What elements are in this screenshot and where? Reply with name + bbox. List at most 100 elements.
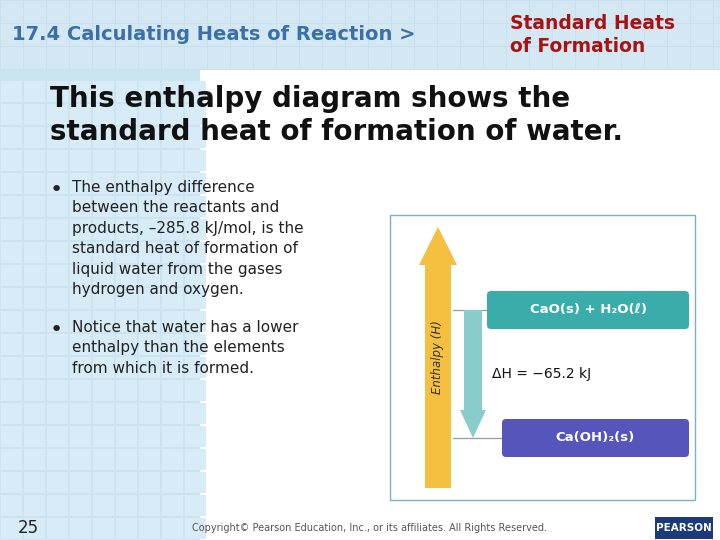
FancyBboxPatch shape [192,334,214,358]
FancyBboxPatch shape [48,74,70,98]
FancyBboxPatch shape [323,24,345,46]
FancyBboxPatch shape [162,150,183,171]
FancyBboxPatch shape [116,47,138,69]
FancyBboxPatch shape [93,242,114,263]
FancyBboxPatch shape [240,178,262,202]
FancyBboxPatch shape [120,490,142,514]
FancyBboxPatch shape [192,412,214,436]
FancyBboxPatch shape [47,81,68,102]
FancyBboxPatch shape [72,308,94,332]
FancyBboxPatch shape [192,438,214,462]
FancyBboxPatch shape [116,403,137,424]
FancyBboxPatch shape [162,173,183,194]
FancyBboxPatch shape [668,24,690,46]
FancyBboxPatch shape [168,126,190,150]
FancyBboxPatch shape [93,81,114,102]
FancyBboxPatch shape [47,104,68,125]
FancyBboxPatch shape [162,288,183,309]
FancyBboxPatch shape [192,386,214,410]
FancyBboxPatch shape [24,403,45,424]
FancyBboxPatch shape [144,230,166,254]
FancyBboxPatch shape [162,1,184,23]
FancyBboxPatch shape [72,490,94,514]
FancyBboxPatch shape [24,282,46,306]
FancyBboxPatch shape [622,24,644,46]
FancyBboxPatch shape [116,449,137,470]
FancyBboxPatch shape [144,282,166,306]
FancyBboxPatch shape [192,490,214,514]
FancyBboxPatch shape [70,173,91,194]
FancyBboxPatch shape [0,100,22,124]
FancyBboxPatch shape [139,311,160,332]
FancyBboxPatch shape [714,47,720,69]
FancyBboxPatch shape [168,438,190,462]
FancyBboxPatch shape [139,265,160,286]
FancyBboxPatch shape [70,47,92,69]
FancyBboxPatch shape [168,178,190,202]
FancyBboxPatch shape [288,282,310,306]
FancyBboxPatch shape [96,360,118,384]
FancyBboxPatch shape [1,380,22,401]
FancyBboxPatch shape [264,334,286,358]
FancyBboxPatch shape [72,152,94,176]
FancyBboxPatch shape [120,360,142,384]
FancyBboxPatch shape [24,288,45,309]
FancyBboxPatch shape [200,70,720,540]
FancyBboxPatch shape [208,47,230,69]
FancyBboxPatch shape [116,495,137,516]
FancyBboxPatch shape [139,173,160,194]
FancyBboxPatch shape [645,24,667,46]
FancyBboxPatch shape [264,204,286,228]
FancyBboxPatch shape [47,495,68,516]
FancyBboxPatch shape [1,449,22,470]
FancyBboxPatch shape [216,178,238,202]
FancyBboxPatch shape [48,230,70,254]
FancyBboxPatch shape [507,1,529,23]
FancyBboxPatch shape [168,464,190,488]
FancyBboxPatch shape [48,282,70,306]
FancyBboxPatch shape [139,380,160,401]
FancyBboxPatch shape [24,357,45,378]
FancyBboxPatch shape [530,47,552,69]
FancyBboxPatch shape [24,308,46,332]
FancyBboxPatch shape [48,412,70,436]
FancyBboxPatch shape [185,357,206,378]
FancyBboxPatch shape [192,464,214,488]
FancyBboxPatch shape [96,178,118,202]
FancyBboxPatch shape [168,334,190,358]
Text: Ca(OH)₂(s): Ca(OH)₂(s) [556,431,635,444]
FancyBboxPatch shape [139,495,160,516]
FancyBboxPatch shape [162,24,184,46]
FancyBboxPatch shape [192,230,214,254]
FancyBboxPatch shape [139,403,160,424]
FancyBboxPatch shape [312,100,334,124]
FancyBboxPatch shape [120,178,142,202]
FancyBboxPatch shape [139,127,160,148]
FancyBboxPatch shape [139,334,160,355]
FancyBboxPatch shape [599,24,621,46]
FancyBboxPatch shape [24,150,45,171]
FancyBboxPatch shape [0,360,22,384]
FancyBboxPatch shape [70,472,91,493]
FancyBboxPatch shape [0,126,22,150]
FancyBboxPatch shape [144,464,166,488]
FancyBboxPatch shape [116,1,138,23]
FancyBboxPatch shape [392,47,414,69]
FancyBboxPatch shape [185,219,206,240]
FancyBboxPatch shape [96,334,118,358]
FancyBboxPatch shape [312,308,334,332]
FancyBboxPatch shape [168,360,190,384]
FancyBboxPatch shape [168,412,190,436]
Polygon shape [425,265,451,488]
FancyBboxPatch shape [185,127,206,148]
FancyBboxPatch shape [691,47,713,69]
FancyBboxPatch shape [24,126,46,150]
FancyBboxPatch shape [24,495,45,516]
FancyBboxPatch shape [139,426,160,447]
FancyBboxPatch shape [120,74,142,98]
FancyBboxPatch shape [96,464,118,488]
FancyBboxPatch shape [120,256,142,280]
FancyBboxPatch shape [144,490,166,514]
FancyBboxPatch shape [93,334,114,355]
FancyBboxPatch shape [1,334,22,355]
